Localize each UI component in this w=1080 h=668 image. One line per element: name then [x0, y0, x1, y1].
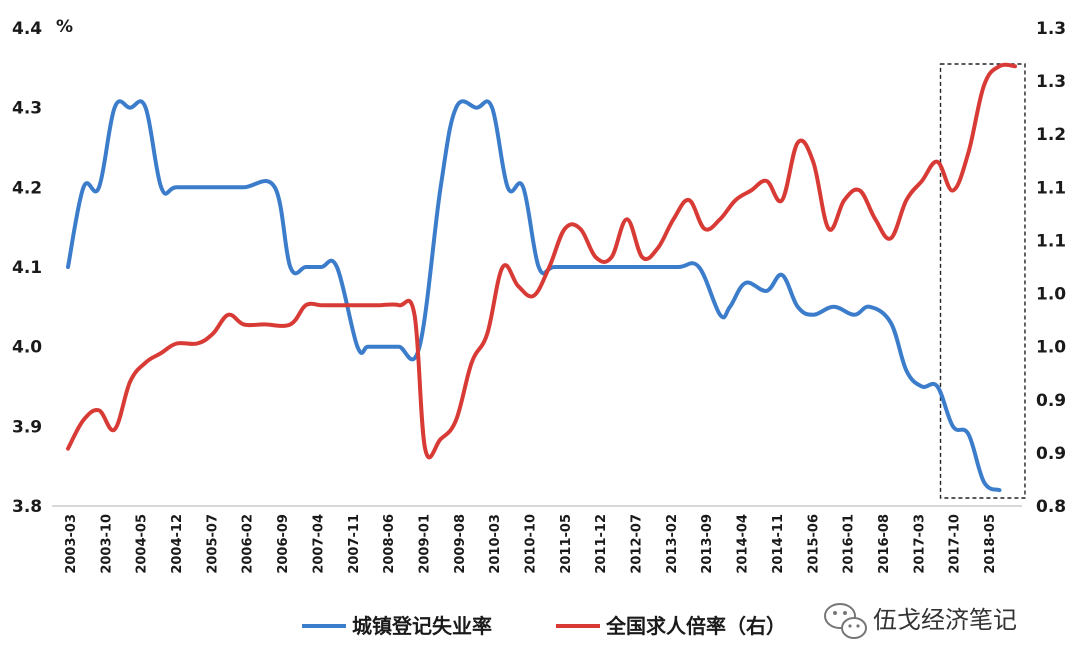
y-right-tick-label: 1.0: [1036, 285, 1066, 305]
y-right-tick-label: 0.9: [1036, 391, 1066, 411]
x-tick-label: 2013-09: [700, 514, 715, 574]
y-right-tick-label: 1.3: [1036, 72, 1066, 92]
series-line-unemployment: [66, 99, 1002, 493]
x-tick-label: 2016-01: [842, 514, 857, 574]
highlight-box: [939, 63, 1026, 499]
x-tick-label: 2018-05: [983, 514, 998, 574]
watermark: 伍戈经济笔记: [824, 603, 1017, 639]
y-right-tick-label: 1.0: [1036, 338, 1066, 358]
x-tick-label: 2006-09: [276, 514, 291, 574]
y-left-tick-label: 4.4: [12, 19, 42, 39]
watermark-text: 伍戈经济笔记: [873, 606, 1017, 634]
x-tick-label: 2006-02: [241, 514, 256, 574]
legend: 城镇登记失业率 全国求人倍率（右）: [302, 614, 786, 638]
x-tick-label: 2011-12: [594, 514, 609, 574]
y-left-unit-label: %: [56, 17, 73, 37]
y-right-tick-label: 0.9: [1036, 444, 1066, 464]
x-tick-label: 2012-07: [630, 514, 645, 574]
series-layer: [66, 62, 1017, 493]
highlight-box-layer: [939, 63, 1026, 499]
legend-label: 城镇登记失业率: [352, 614, 492, 638]
x-tick-label: 2004-05: [135, 514, 150, 574]
y-left-tick-label: 3.8: [12, 497, 42, 517]
y-right-tick-label: 0.8: [1036, 497, 1066, 517]
x-tick-label: 2007-04: [311, 514, 326, 574]
y-left-tick-label: 4.3: [12, 99, 42, 119]
y-right-tick-label: 1.3: [1036, 19, 1066, 39]
x-tick-label: 2008-06: [382, 514, 397, 574]
y-left-tick-label: 4.1: [12, 258, 42, 278]
x-tick-label: 2014-11: [771, 514, 786, 574]
x-tick-label: 2009-08: [453, 514, 468, 574]
y-right-tick-label: 1.1: [1036, 178, 1066, 198]
x-tick-label: 2010-10: [524, 514, 539, 574]
x-tick-label: 2004-12: [170, 514, 185, 574]
axes-layer: 4.4 4.3 4.2 4.1 4.0 3.9 3.8% 1.3 1.3 1.2 1.1 1.1 1.0…: [12, 17, 1066, 574]
x-tick-label: 2003-03: [64, 514, 79, 574]
x-tick-label: 2007-11: [347, 514, 362, 574]
y-right-tick-label: 1.1: [1036, 231, 1066, 251]
x-tick-label: 2003-10: [99, 514, 114, 574]
y-right-tick-label: 1.2: [1036, 125, 1066, 145]
legend-label: 全国求人倍率（右）: [605, 614, 786, 638]
x-tick-label: 2016-08: [877, 514, 892, 574]
wechat-icon: [824, 603, 867, 639]
x-tick-label: 2013-02: [665, 514, 680, 574]
x-tick-label: 2010-03: [488, 514, 503, 574]
x-tick-label: 2005-07: [205, 514, 220, 574]
series-line-job-ratio: [66, 62, 1017, 460]
y-left-tick-label: 3.9: [12, 417, 42, 437]
x-tick-label: 2017-10: [948, 514, 963, 574]
x-tick-label: 2015-06: [806, 514, 821, 574]
x-tick-label: 2009-01: [417, 514, 432, 574]
x-tick-label: 2011-05: [559, 514, 574, 574]
x-tick-label: 2014-04: [736, 514, 751, 574]
y-left-tick-label: 4.0: [12, 338, 42, 358]
x-tick-label: 2017-03: [912, 514, 927, 574]
y-left-tick-label: 4.2: [12, 178, 42, 198]
